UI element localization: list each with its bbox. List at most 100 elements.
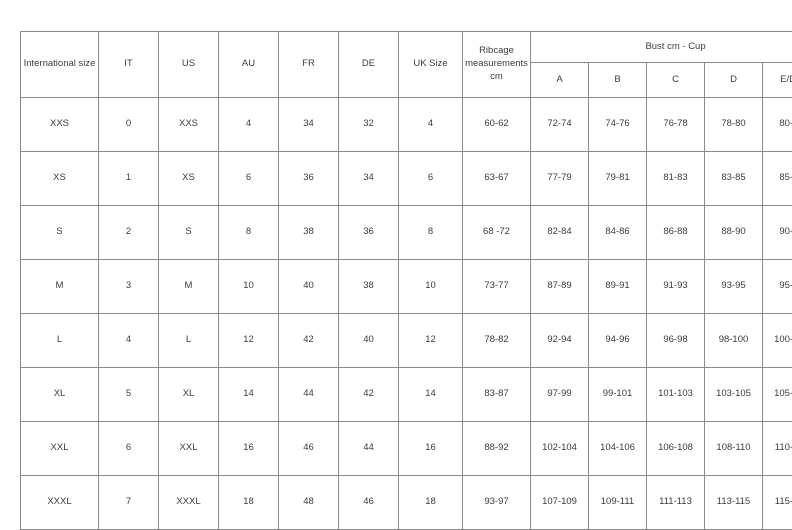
cell-uk-size: 18 [399, 476, 463, 530]
cell-cup-edd: 105-107 [763, 368, 792, 422]
cell-fr: 34 [279, 98, 339, 152]
cell-us: XS [159, 152, 219, 206]
cell-ribcage: 93-97 [463, 476, 531, 530]
table-row: L 4 L 12 42 40 12 78-82 92-94 94-96 96-9… [21, 314, 792, 368]
cell-fr: 46 [279, 422, 339, 476]
cell-cup-edd: 95-97 [763, 260, 792, 314]
cell-ribcage: 63-67 [463, 152, 531, 206]
cell-au: 6 [219, 152, 279, 206]
cell-us: XXXL [159, 476, 219, 530]
cell-fr: 40 [279, 260, 339, 314]
cell-uk-size: 6 [399, 152, 463, 206]
column-header-ribcage-measurements: Ribcage measurements cm [463, 32, 531, 98]
table-body: XXS 0 XXS 4 34 32 4 60-62 72-74 74-76 76… [21, 98, 792, 530]
cell-au: 4 [219, 98, 279, 152]
cell-cup-b: 84-86 [589, 206, 647, 260]
cell-international-size: XXL [21, 422, 99, 476]
cell-uk-size: 14 [399, 368, 463, 422]
cell-cup-edd: 80-82 [763, 98, 792, 152]
cell-cup-b: 99-101 [589, 368, 647, 422]
cell-it: 0 [99, 98, 159, 152]
cell-cup-a: 92-94 [531, 314, 589, 368]
cell-de: 36 [339, 206, 399, 260]
cell-au: 16 [219, 422, 279, 476]
column-header-uk-size: UK Size [399, 32, 463, 98]
table-row: XXL 6 XXL 16 46 44 16 88-92 102-104 104-… [21, 422, 792, 476]
table-row: XXXL 7 XXXL 18 48 46 18 93-97 107-109 10… [21, 476, 792, 530]
cell-cup-c: 76-78 [647, 98, 705, 152]
cell-de: 32 [339, 98, 399, 152]
cell-au: 18 [219, 476, 279, 530]
column-group-header-bust-cup: Bust cm - Cup [531, 32, 792, 63]
cell-ribcage: 88-92 [463, 422, 531, 476]
cell-international-size: XS [21, 152, 99, 206]
column-header-cup-c: C [647, 63, 705, 98]
cell-cup-b: 74-76 [589, 98, 647, 152]
cell-international-size: XXS [21, 98, 99, 152]
cell-cup-a: 82-84 [531, 206, 589, 260]
cell-uk-size: 4 [399, 98, 463, 152]
header-row-top: International size IT US AU FR DE UK Siz… [21, 32, 792, 63]
table-row: XXS 0 XXS 4 34 32 4 60-62 72-74 74-76 76… [21, 98, 792, 152]
cell-us: S [159, 206, 219, 260]
table-row: XL 5 XL 14 44 42 14 83-87 97-99 99-101 1… [21, 368, 792, 422]
cell-us: L [159, 314, 219, 368]
cell-cup-d: 98-100 [705, 314, 763, 368]
column-header-international-size: International size [21, 32, 99, 98]
cell-it: 3 [99, 260, 159, 314]
column-header-us: US [159, 32, 219, 98]
cell-cup-edd: 110-112 [763, 422, 792, 476]
cell-us: XXS [159, 98, 219, 152]
cell-cup-d: 93-95 [705, 260, 763, 314]
cell-cup-c: 81-83 [647, 152, 705, 206]
cell-de: 40 [339, 314, 399, 368]
cell-cup-a: 87-89 [531, 260, 589, 314]
cell-fr: 38 [279, 206, 339, 260]
column-header-de: DE [339, 32, 399, 98]
cell-cup-edd: 90-92 [763, 206, 792, 260]
cell-cup-c: 106-108 [647, 422, 705, 476]
cell-fr: 42 [279, 314, 339, 368]
column-header-cup-d: D [705, 63, 763, 98]
cell-us: XL [159, 368, 219, 422]
cell-it: 5 [99, 368, 159, 422]
column-header-cup-b: B [589, 63, 647, 98]
cell-cup-a: 72-74 [531, 98, 589, 152]
cell-international-size: XXXL [21, 476, 99, 530]
cell-it: 6 [99, 422, 159, 476]
cell-fr: 36 [279, 152, 339, 206]
cell-cup-b: 109-111 [589, 476, 647, 530]
cell-it: 1 [99, 152, 159, 206]
cell-ribcage: 78-82 [463, 314, 531, 368]
cell-de: 46 [339, 476, 399, 530]
cell-cup-c: 96-98 [647, 314, 705, 368]
cell-cup-d: 88-90 [705, 206, 763, 260]
cell-cup-c: 101-103 [647, 368, 705, 422]
cell-de: 38 [339, 260, 399, 314]
cell-de: 34 [339, 152, 399, 206]
cell-au: 10 [219, 260, 279, 314]
table-row: XS 1 XS 6 36 34 6 63-67 77-79 79-81 81-8… [21, 152, 792, 206]
cell-ribcage: 68 -72 [463, 206, 531, 260]
column-header-au: AU [219, 32, 279, 98]
cell-us: M [159, 260, 219, 314]
cell-au: 12 [219, 314, 279, 368]
cell-international-size: L [21, 314, 99, 368]
table-header: International size IT US AU FR DE UK Siz… [21, 32, 792, 98]
cell-cup-b: 79-81 [589, 152, 647, 206]
cell-cup-d: 113-115 [705, 476, 763, 530]
cell-it: 2 [99, 206, 159, 260]
cell-uk-size: 8 [399, 206, 463, 260]
cell-de: 42 [339, 368, 399, 422]
cell-cup-edd: 100-102 [763, 314, 792, 368]
table-row: M 3 M 10 40 38 10 73-77 87-89 89-91 91-9… [21, 260, 792, 314]
cell-cup-a: 102-104 [531, 422, 589, 476]
cell-uk-size: 16 [399, 422, 463, 476]
cell-cup-a: 97-99 [531, 368, 589, 422]
cell-cup-b: 89-91 [589, 260, 647, 314]
cell-us: XXL [159, 422, 219, 476]
cell-uk-size: 10 [399, 260, 463, 314]
cell-it: 7 [99, 476, 159, 530]
cell-cup-edd: 115-117 [763, 476, 792, 530]
cell-cup-d: 78-80 [705, 98, 763, 152]
